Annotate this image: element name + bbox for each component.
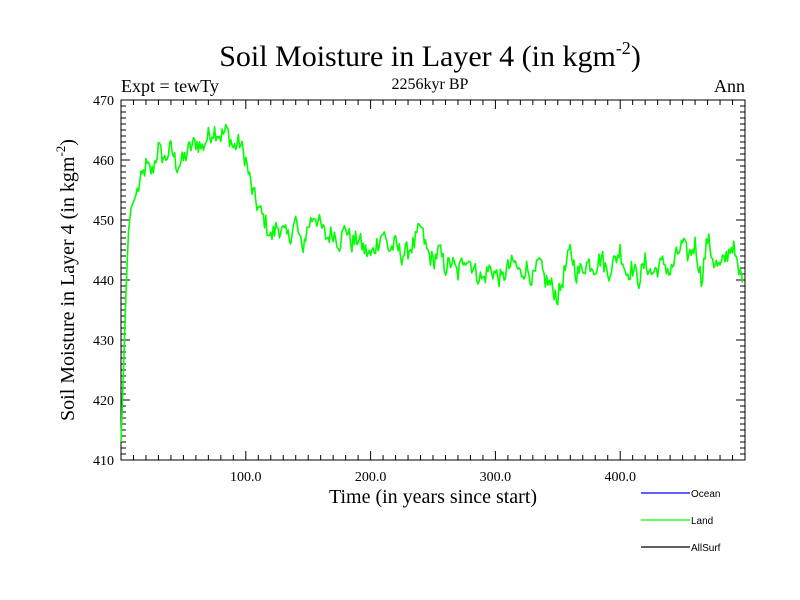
legend-label-allsurf: AllSurf xyxy=(691,543,721,554)
y-tick-label: 440 xyxy=(93,274,114,289)
legend-label-land: Land xyxy=(691,516,713,527)
x-tick-label: 100.0 xyxy=(230,470,262,485)
legend-label-ocean: Ocean xyxy=(691,489,720,500)
y-axis-label-superscript: -2 xyxy=(53,146,68,157)
series-line-land xyxy=(120,123,744,443)
x-tick-label: 400.0 xyxy=(604,470,636,485)
y-tick-label: 470 xyxy=(93,94,114,109)
y-axis-label-main: Soil Moisture in Layer 4 (in kgm xyxy=(57,156,79,421)
plot-frame xyxy=(120,99,746,461)
x-tick-label: 300.0 xyxy=(480,470,512,485)
y-tick-label: 430 xyxy=(93,334,114,349)
chart-title: Soil Moisture in Layer 4 (in kgm-2) xyxy=(219,38,641,73)
x-axis-label: Time (in years since start) xyxy=(329,486,537,508)
chart-title-end: ) xyxy=(631,40,641,73)
subtitle-period: 2256kyr BP xyxy=(392,76,469,93)
y-tick-label: 420 xyxy=(93,394,114,409)
y-axis: 410 420 430 440 450 460 470 xyxy=(93,94,745,469)
y-tick-label: 450 xyxy=(93,214,114,229)
y-axis-label: Soil Moisture in Layer 4 (in kgm-2) xyxy=(53,139,79,421)
x-tick-label: 200.0 xyxy=(355,470,387,485)
y-tick-label: 410 xyxy=(93,454,114,469)
y-axis-label-end: ) xyxy=(57,139,79,146)
chart-title-superscript: -2 xyxy=(616,38,631,58)
y-tick-label: 460 xyxy=(93,154,114,169)
x-axis: 100.0 200.0 300.0 400.0 xyxy=(132,100,734,485)
series-layer xyxy=(120,123,744,443)
subtitle-season: Ann xyxy=(714,76,745,96)
legend: Ocean Land AllSurf xyxy=(641,489,721,554)
subtitle-experiment: Expt = tewTy xyxy=(121,76,219,96)
chart-title-main: Soil Moisture in Layer 4 (in kgm xyxy=(219,40,616,73)
